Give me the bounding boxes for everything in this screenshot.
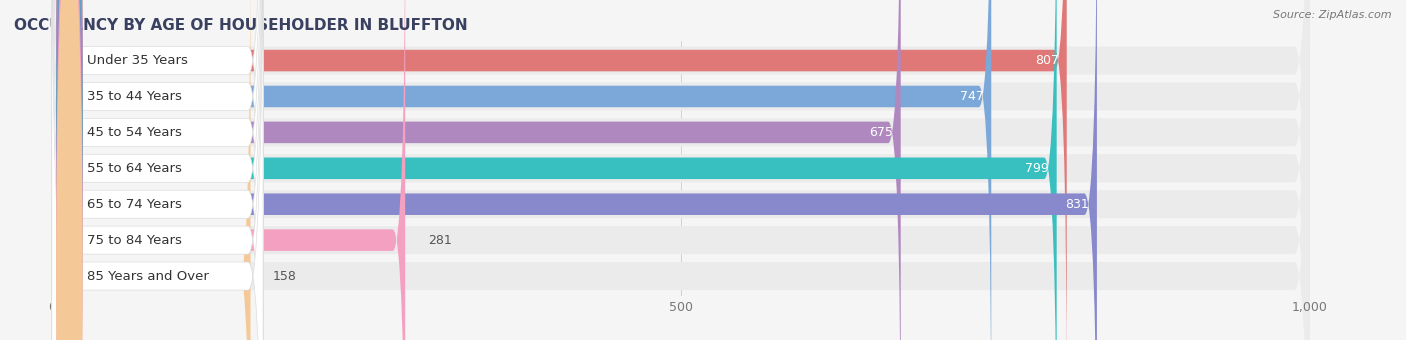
Text: 85 Years and Over: 85 Years and Over (87, 270, 209, 283)
Circle shape (56, 0, 82, 340)
FancyBboxPatch shape (52, 0, 263, 340)
FancyBboxPatch shape (52, 0, 901, 340)
Circle shape (56, 0, 82, 340)
Circle shape (56, 0, 82, 340)
FancyBboxPatch shape (52, 0, 405, 340)
Circle shape (56, 0, 82, 340)
Text: 75 to 84 Years: 75 to 84 Years (87, 234, 181, 246)
Text: 35 to 44 Years: 35 to 44 Years (87, 90, 181, 103)
Text: 675: 675 (869, 126, 893, 139)
FancyBboxPatch shape (52, 0, 263, 340)
Text: 747: 747 (960, 90, 984, 103)
Text: 807: 807 (1035, 54, 1059, 67)
FancyBboxPatch shape (52, 0, 1309, 340)
FancyBboxPatch shape (52, 0, 1309, 340)
Text: Source: ZipAtlas.com: Source: ZipAtlas.com (1274, 10, 1392, 20)
Text: 158: 158 (273, 270, 297, 283)
Text: Under 35 Years: Under 35 Years (87, 54, 188, 67)
FancyBboxPatch shape (52, 0, 1057, 340)
FancyBboxPatch shape (52, 0, 1097, 340)
Text: 55 to 64 Years: 55 to 64 Years (87, 162, 181, 175)
FancyBboxPatch shape (52, 0, 1309, 340)
Text: 831: 831 (1066, 198, 1090, 211)
FancyBboxPatch shape (52, 0, 250, 340)
FancyBboxPatch shape (52, 0, 263, 340)
FancyBboxPatch shape (52, 0, 1309, 340)
Text: OCCUPANCY BY AGE OF HOUSEHOLDER IN BLUFFTON: OCCUPANCY BY AGE OF HOUSEHOLDER IN BLUFF… (14, 18, 468, 33)
FancyBboxPatch shape (52, 0, 263, 340)
FancyBboxPatch shape (52, 0, 1309, 340)
FancyBboxPatch shape (52, 0, 263, 340)
FancyBboxPatch shape (52, 0, 1309, 340)
FancyBboxPatch shape (52, 0, 1309, 340)
FancyBboxPatch shape (52, 0, 263, 340)
Circle shape (56, 0, 82, 340)
FancyBboxPatch shape (52, 0, 991, 340)
Text: 65 to 74 Years: 65 to 74 Years (87, 198, 181, 211)
FancyBboxPatch shape (52, 0, 1067, 340)
Circle shape (56, 0, 82, 340)
Text: 799: 799 (1025, 162, 1049, 175)
Text: 45 to 54 Years: 45 to 54 Years (87, 126, 181, 139)
Text: 281: 281 (427, 234, 451, 246)
Circle shape (56, 0, 82, 340)
FancyBboxPatch shape (52, 0, 263, 340)
